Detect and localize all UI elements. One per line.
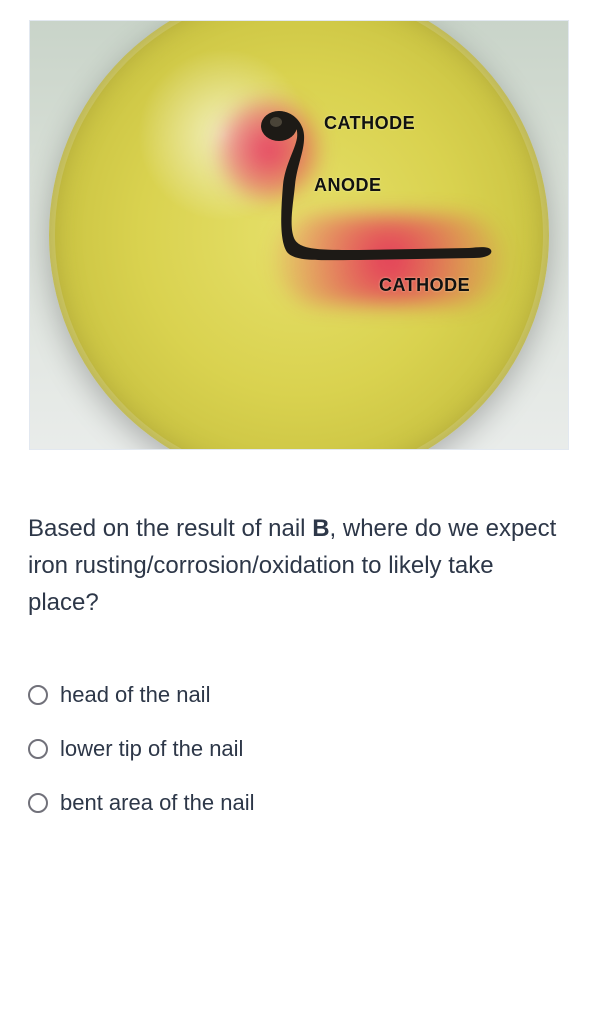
quiz-container: CATHODE ANODE CATHODE Based on the resul… (0, 0, 598, 836)
petri-dish: CATHODE ANODE CATHODE (49, 20, 549, 450)
radio-icon (28, 793, 48, 813)
radio-icon (28, 739, 48, 759)
label-cathode-bottom: CATHODE (379, 275, 470, 296)
option-label: bent area of the nail (60, 790, 254, 816)
option-label: head of the nail (60, 682, 210, 708)
option-lower-tip[interactable]: lower tip of the nail (28, 736, 570, 762)
label-anode: ANODE (314, 175, 382, 196)
label-cathode-top: CATHODE (324, 113, 415, 134)
option-label: lower tip of the nail (60, 736, 243, 762)
option-bent[interactable]: bent area of the nail (28, 790, 570, 816)
question-text: Based on the result of nail B, where do … (28, 510, 570, 622)
question-bold-letter: B (312, 515, 329, 542)
options-group: head of the nail lower tip of the nail b… (28, 682, 570, 816)
experiment-figure: CATHODE ANODE CATHODE (29, 20, 569, 450)
question-prefix: Based on the result of nail (28, 515, 312, 542)
option-head[interactable]: head of the nail (28, 682, 570, 708)
radio-icon (28, 685, 48, 705)
